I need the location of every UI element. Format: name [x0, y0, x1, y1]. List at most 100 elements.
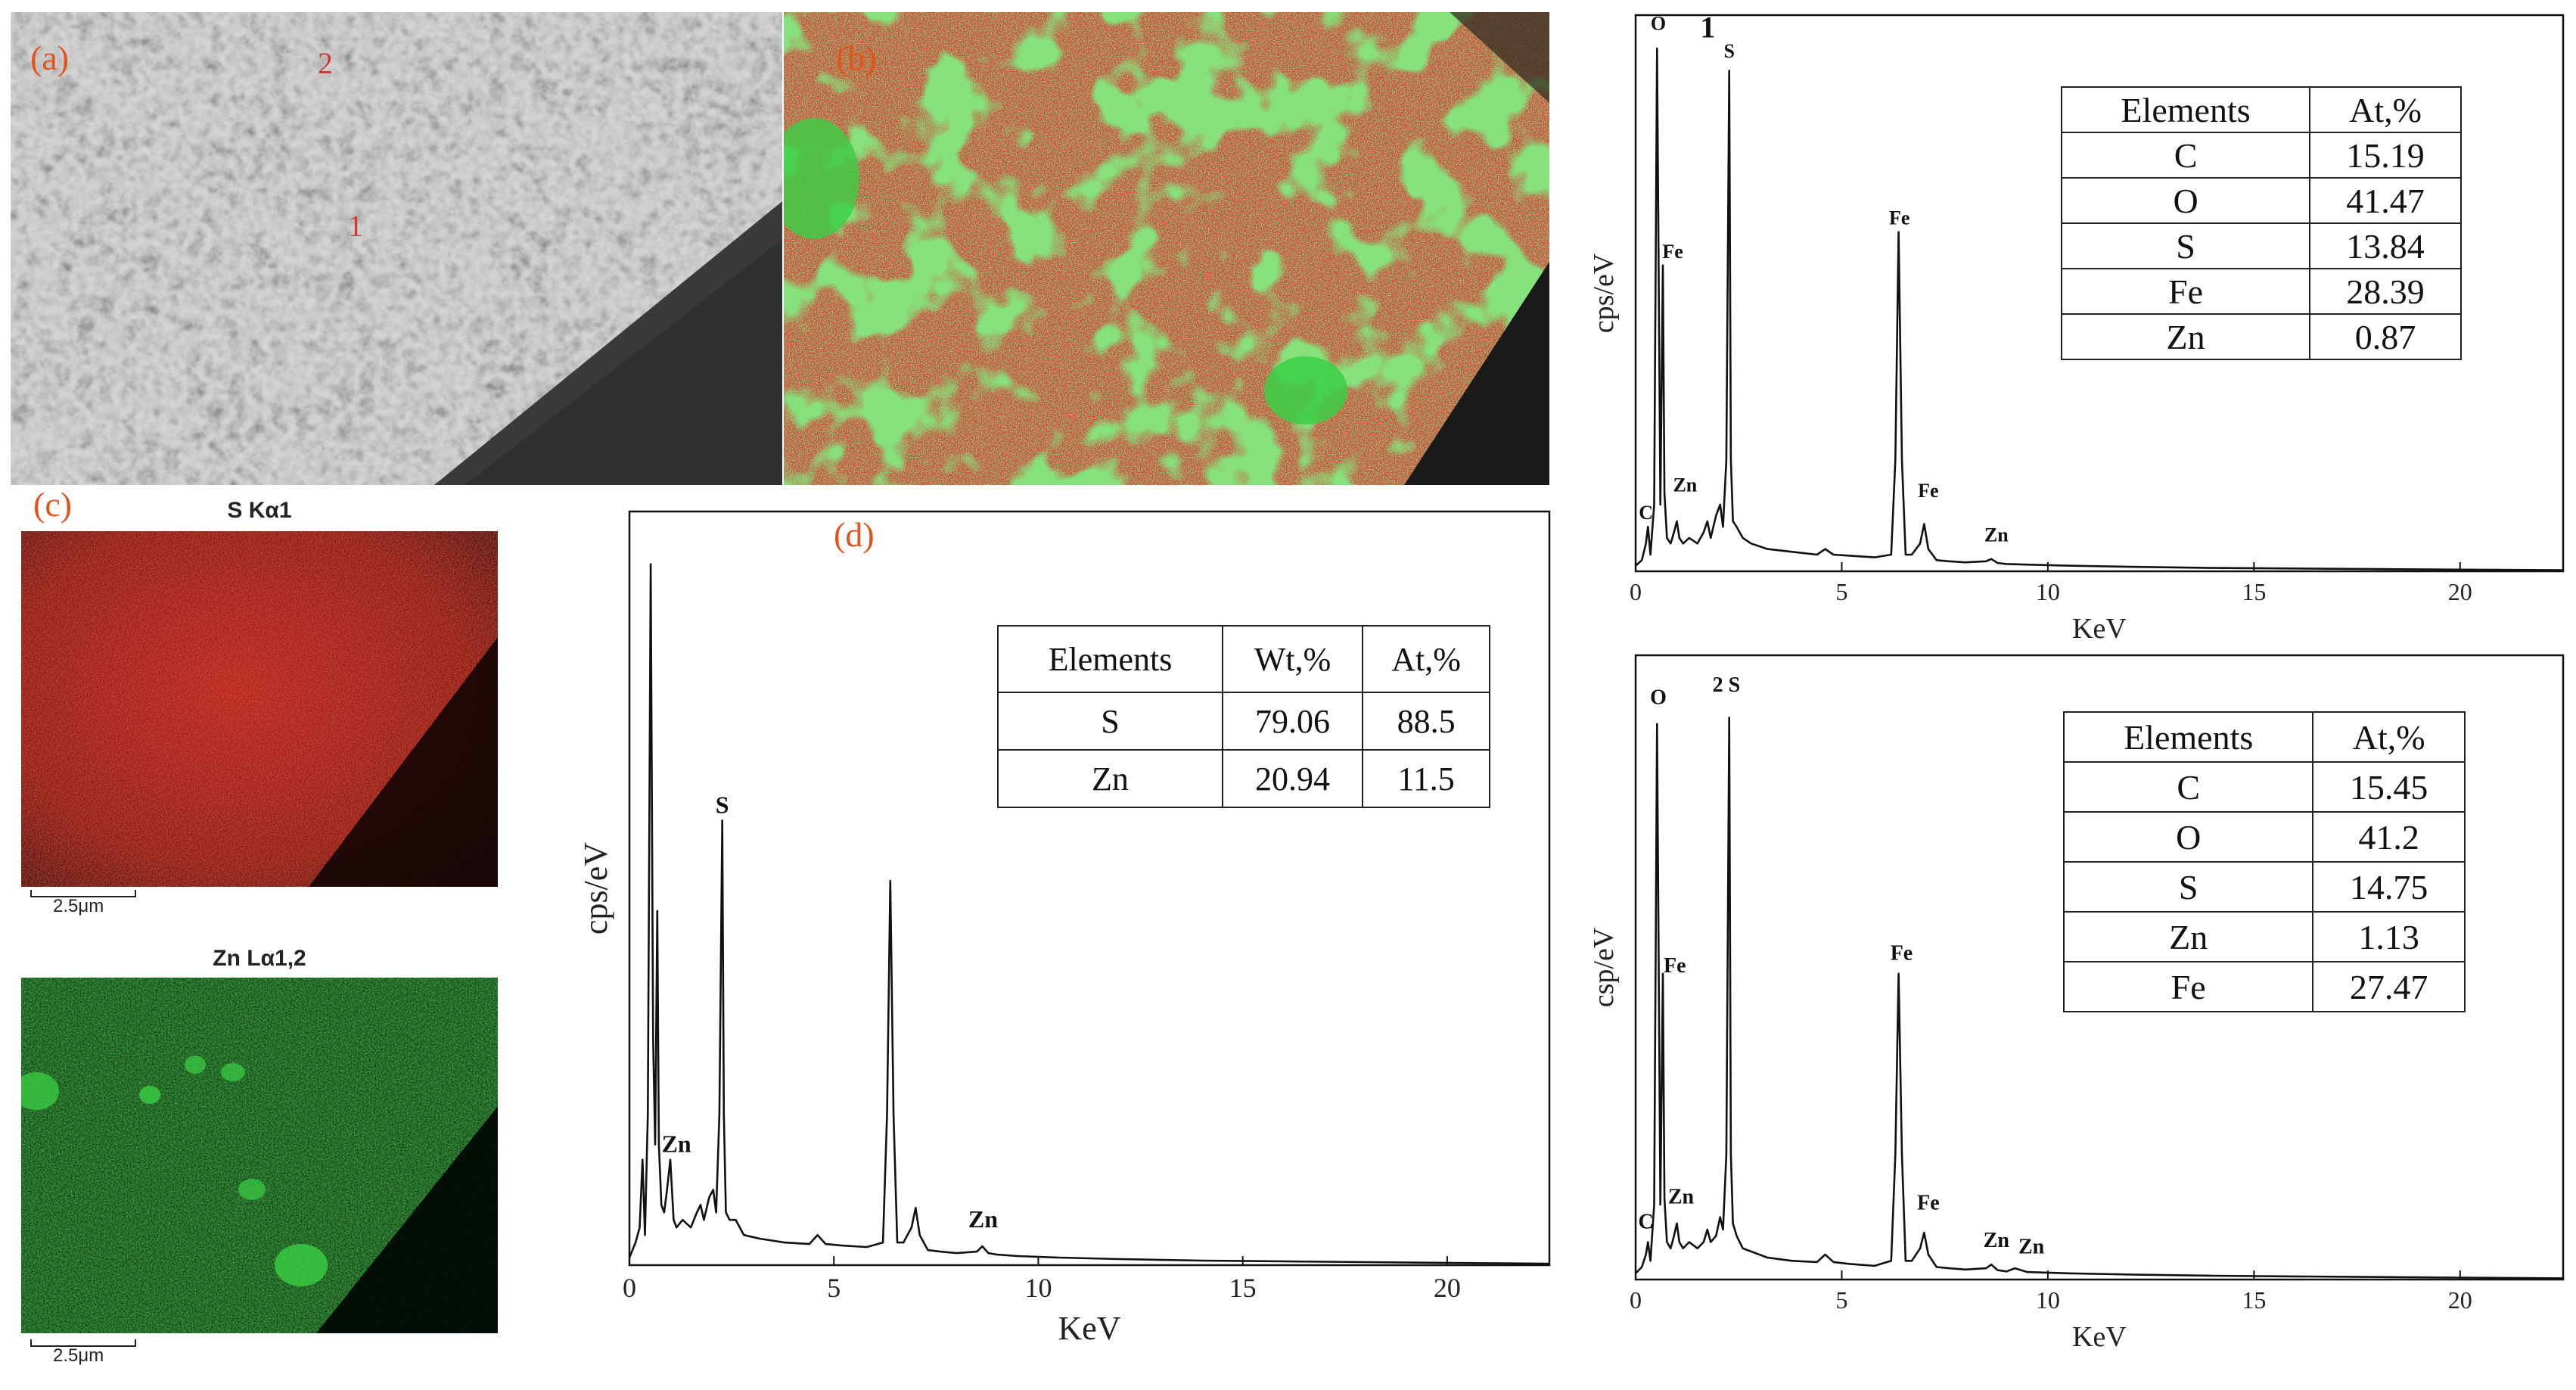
table-cell: 0.87 [2309, 313, 2462, 360]
spectrum-line [1635, 47, 2564, 571]
plot-frame [1634, 14, 2565, 573]
eds-overlay-map [784, 12, 1549, 485]
table-cell: C [2062, 761, 2314, 813]
table-cell: O [2060, 177, 2311, 224]
peak-label: O [1651, 12, 1666, 34]
table-cell: S [2062, 861, 2314, 913]
table-cell: 28.39 [2309, 268, 2462, 315]
sem-image [11, 12, 782, 485]
table-header-row: Elements At,% [2060, 86, 2462, 133]
s-map-title: S Kα1 [227, 498, 292, 523]
table-cell: 15.45 [2312, 761, 2466, 813]
table-row: Fe 28.39 [2060, 268, 2462, 315]
peak-label: O [1650, 686, 1667, 709]
sem-marker-1: 1 [348, 209, 363, 243]
x-tick-label: 10 [2036, 1286, 2060, 1314]
scalebar-line [30, 890, 136, 897]
x-axis-label: KeV [2072, 1321, 2127, 1353]
x-tick-label: 15 [2242, 578, 2266, 605]
table-cell: O [2062, 811, 2314, 863]
zn-map-title: Zn Lα1,2 [213, 946, 306, 971]
x-tick-label: 5 [1835, 1286, 1847, 1314]
table-row: O 41.47 [2060, 177, 2462, 224]
table-row: Fe 27.47 [2062, 961, 2466, 1012]
x-tick-label: 0 [1630, 578, 1642, 605]
peak-label: Fe [1664, 954, 1686, 978]
panel-label-d: (d) [834, 515, 875, 554]
table-cell: 11.5 [1362, 749, 1490, 808]
x-tick-label: 10 [2036, 578, 2060, 605]
y-axis-label: cps/eV [1588, 253, 1620, 333]
peak-label: Fe [1917, 1192, 1940, 1215]
x-tick-label: 20 [2448, 578, 2472, 605]
table-cell: 20.94 [1221, 749, 1364, 808]
table-header-row: Elements At,% [2062, 711, 2466, 763]
table-row: S 13.84 [2060, 222, 2462, 269]
peak-label: Zn [662, 1130, 691, 1158]
table-cell: 1.13 [2312, 911, 2466, 962]
table-row: Zn 1.13 [2062, 911, 2466, 962]
table-header-cell: At,% [2312, 711, 2466, 763]
scalebar-label: 2.5μm [53, 896, 104, 916]
table-d: Elements Wt,% At,% S 79.06 88.5 Zn 20.94… [997, 625, 1490, 808]
peak-label: C [1639, 502, 1653, 524]
table-cell: Zn [2062, 911, 2314, 962]
peak-label: Zn [1668, 1185, 1695, 1208]
peak-label: Zn [2018, 1235, 2045, 1258]
table-cell: Zn [2060, 313, 2311, 360]
table-row: S 14.75 [2062, 861, 2466, 913]
table-header-cell: Elements [2062, 711, 2314, 763]
peak-label: Zn [968, 1205, 998, 1233]
table-cell: C [2060, 132, 2311, 179]
table-header-cell: Elements [2060, 86, 2311, 133]
peak-label: S [1723, 40, 1734, 62]
table-cell: 13.84 [2309, 222, 2462, 269]
scalebar-line [30, 1339, 136, 1347]
panel-label-c: (c) [33, 485, 73, 524]
peak-label: Fe [1891, 942, 1913, 966]
panel-label-b: (b) [836, 39, 877, 77]
table-cell: Zn [997, 749, 1223, 808]
x-tick-label: 0 [1630, 1286, 1642, 1314]
y-axis-label: cps/eV [577, 842, 614, 934]
peak-label: Zn [1673, 474, 1697, 496]
table-header-cell: At,% [1362, 625, 1490, 693]
s-map [21, 531, 498, 887]
y-axis-label: csp/eV [1588, 927, 1620, 1007]
table-row: S 79.06 88.5 [997, 692, 1490, 751]
table-cell: 15.19 [2309, 132, 2462, 179]
peak-label: C [1639, 1210, 1654, 1233]
plot-frame [1634, 654, 2565, 1281]
table-cell: 41.2 [2312, 811, 2466, 863]
x-tick-label: 10 [1024, 1273, 1052, 1303]
peak-label: Fe [1889, 207, 1909, 229]
plot-frame [628, 510, 1551, 1267]
table-header-row: Elements Wt,% At,% [997, 625, 1490, 693]
x-tick-label: 15 [2242, 1286, 2266, 1314]
chart-spot2: 0 5 10 15 20 KeV csp/eV O 2 S Fe Fe Fe C Zn Zn Zn [1588, 654, 2565, 1353]
peak-label: Fe [1918, 480, 1938, 502]
table-cell: 41.47 [2309, 177, 2462, 224]
x-tick-label: 20 [2448, 1286, 2472, 1314]
spectrum-title: 1 [1700, 10, 1715, 44]
table-header-cell: Wt,% [1221, 625, 1364, 693]
zn-map [21, 978, 498, 1333]
x-tick-label: 5 [1835, 578, 1847, 605]
peak-label: Zn [1984, 524, 2009, 546]
table-cell: S [2060, 222, 2311, 269]
x-tick-label: 5 [827, 1273, 841, 1303]
table-row: Zn 20.94 11.5 [997, 749, 1490, 808]
table-spot2: Elements At,% C 15.45 O 41.2 S 14.75 Zn … [2062, 711, 2466, 1012]
x-axis-label: KeV [2072, 613, 2127, 645]
table-cell: Fe [2060, 268, 2311, 315]
table-row: O 41.2 [2062, 811, 2466, 863]
x-axis-label: KeV [1058, 1310, 1120, 1347]
table-cell: 27.47 [2312, 961, 2466, 1012]
table-cell: 14.75 [2312, 861, 2466, 913]
table-row: C 15.19 [2060, 132, 2462, 179]
table-header-cell: At,% [2309, 86, 2462, 133]
peak-label: S [716, 791, 729, 818]
